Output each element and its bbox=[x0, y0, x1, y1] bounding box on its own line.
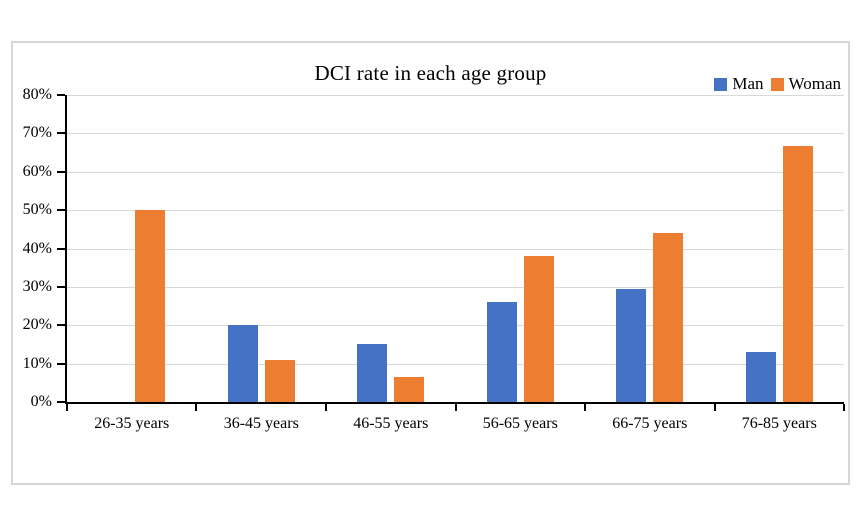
y-axis-tick-60% bbox=[57, 170, 65, 173]
bar-woman-36-45-years bbox=[264, 359, 295, 402]
x-axis-tick-6 bbox=[843, 404, 845, 411]
y-axis-label-30%: 30% bbox=[22, 277, 52, 295]
y-axis-tick-30% bbox=[57, 285, 65, 288]
bar-woman-76-85-years bbox=[782, 146, 813, 402]
bar-group-66-75-years bbox=[585, 95, 715, 402]
y-axis-label-20%: 20% bbox=[22, 316, 52, 334]
legend-item-man: Man bbox=[714, 74, 764, 94]
y-axis-label-0%: 0% bbox=[30, 393, 52, 410]
bar-woman-26-35-years bbox=[135, 210, 166, 402]
x-axis-tick-4 bbox=[583, 404, 586, 411]
x-axis-tick-1 bbox=[195, 404, 198, 411]
gridline-40 bbox=[67, 248, 844, 250]
bar-man-76-85-years bbox=[745, 352, 776, 402]
chart-card: DCI rate in each age group Man Woman 0% 10… bbox=[11, 41, 850, 485]
y-axis-label-40%: 40% bbox=[22, 239, 52, 257]
legend: Man Woman bbox=[714, 74, 841, 94]
y-axis-label-10%: 10% bbox=[22, 354, 52, 372]
y-axis-label-60%: 60% bbox=[22, 162, 52, 180]
legend-swatch-man bbox=[714, 77, 728, 91]
y-axis-label-70%: 70% bbox=[22, 124, 52, 142]
gridline-70 bbox=[67, 133, 844, 135]
gridline-80 bbox=[67, 95, 844, 96]
x-axis-label-46-55-years: 46-55 years bbox=[353, 415, 429, 432]
chart-title: DCI rate in each age group bbox=[314, 61, 547, 85]
y-axis-tick-80% bbox=[57, 94, 65, 96]
bar-man-36-45-years bbox=[227, 325, 258, 402]
y-axis-label-50%: 50% bbox=[22, 201, 52, 219]
bar-woman-66-75-years bbox=[653, 233, 684, 402]
bar-man-66-75-years bbox=[616, 288, 647, 402]
y-axis-label-80%: 80% bbox=[22, 86, 52, 103]
gridline-20 bbox=[67, 325, 844, 327]
bar-woman-56-65-years bbox=[523, 256, 554, 402]
gridline-50 bbox=[67, 210, 844, 212]
bar-group-26-35-years bbox=[67, 95, 197, 402]
x-axis-label-36-45-years: 36-45 years bbox=[223, 415, 299, 432]
y-axis-tick-20% bbox=[57, 324, 65, 327]
y-axis-tick-10% bbox=[57, 362, 65, 365]
bar-group-36-45-years bbox=[197, 95, 327, 402]
bar-group-46-55-years bbox=[326, 95, 456, 402]
y-axis-tick-0% bbox=[57, 401, 65, 403]
bar-man-46-55-years bbox=[357, 344, 388, 402]
legend-label-woman: Woman bbox=[788, 74, 841, 93]
x-axis-tick-2 bbox=[324, 404, 327, 411]
bar-man-56-65-years bbox=[486, 302, 517, 402]
y-axis-tick-50% bbox=[57, 209, 65, 212]
bar-group-76-85-years bbox=[715, 95, 845, 402]
plot-area: 0% 10% 20% 30% 40% 50% 60% 70% 80% 26-35 years 36-… bbox=[23, 86, 845, 432]
x-axis-label-66-75-years: 66-75 years bbox=[612, 415, 688, 432]
legend-label-man: Man bbox=[732, 74, 764, 93]
bar-group-56-65-years bbox=[456, 95, 586, 402]
x-axis-tick-3 bbox=[454, 404, 457, 411]
y-axis-tick-40% bbox=[57, 247, 65, 250]
y-axis-tick-70% bbox=[57, 132, 65, 135]
gridline-30 bbox=[67, 286, 844, 288]
x-axis-label-76-85-years: 76-85 years bbox=[741, 415, 817, 432]
legend-swatch-woman bbox=[770, 77, 784, 91]
gridline-60 bbox=[67, 171, 844, 173]
bar-groups bbox=[67, 95, 844, 402]
x-axis-label-26-35-years: 26-35 years bbox=[94, 415, 170, 432]
x-axis-label-56-65-years: 56-65 years bbox=[482, 415, 558, 432]
legend-item-woman: Woman bbox=[770, 74, 841, 94]
x-axis-tick-5 bbox=[713, 404, 716, 411]
gridline-10 bbox=[67, 363, 844, 365]
bar-woman-46-55-years bbox=[394, 377, 425, 402]
x-axis-tick-0 bbox=[66, 404, 68, 411]
